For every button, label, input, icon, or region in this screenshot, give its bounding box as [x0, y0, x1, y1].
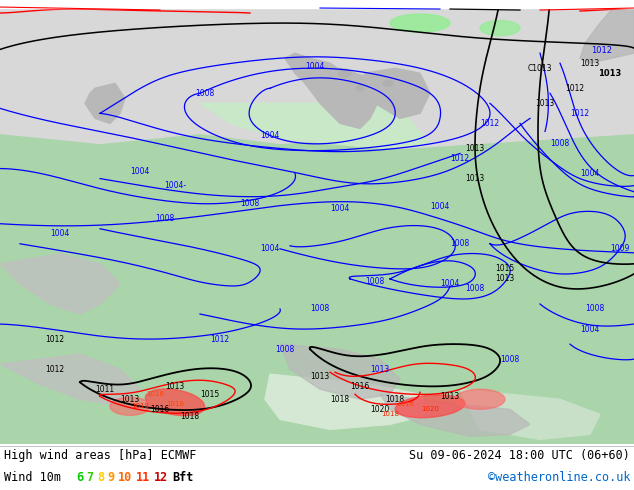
Text: 1008: 1008 [585, 304, 605, 314]
Text: 1012: 1012 [481, 119, 500, 128]
Text: 1015: 1015 [495, 265, 515, 273]
Text: 1008: 1008 [550, 139, 569, 148]
Ellipse shape [110, 397, 150, 416]
Ellipse shape [395, 395, 465, 417]
Text: 1020: 1020 [421, 406, 439, 412]
Text: 1013: 1013 [311, 372, 330, 381]
Text: 1008: 1008 [500, 355, 520, 364]
Polygon shape [305, 68, 380, 128]
Bar [0, 0, 634, 8]
Text: 9: 9 [108, 470, 115, 484]
Text: 1013: 1013 [535, 99, 555, 108]
Ellipse shape [145, 389, 205, 416]
Text: 1018: 1018 [166, 401, 184, 407]
Text: 1018: 1018 [181, 412, 200, 421]
Text: 11: 11 [136, 470, 150, 484]
Text: 1004: 1004 [430, 202, 450, 211]
Polygon shape [0, 254, 120, 314]
Text: 1004: 1004 [261, 245, 280, 253]
Text: 1008: 1008 [275, 344, 295, 354]
Text: 1018: 1018 [131, 403, 149, 409]
Text: 1008: 1008 [155, 214, 174, 223]
Polygon shape [460, 389, 600, 440]
Text: 1018: 1018 [385, 395, 404, 404]
Text: 1008: 1008 [195, 89, 215, 98]
Text: 1013: 1013 [120, 395, 139, 404]
Polygon shape [280, 344, 400, 399]
Text: 1008: 1008 [465, 284, 484, 294]
Text: 1011: 1011 [96, 385, 115, 394]
Polygon shape [380, 394, 530, 437]
Text: 1018: 1018 [381, 411, 399, 417]
Polygon shape [580, 0, 634, 63]
Text: 1016: 1016 [351, 382, 370, 391]
Text: 12: 12 [154, 470, 168, 484]
Text: C1013: C1013 [527, 64, 552, 73]
Text: 1013: 1013 [598, 69, 621, 78]
Text: 1016: 1016 [396, 401, 414, 407]
Text: 1013: 1013 [495, 274, 515, 283]
Text: 1004: 1004 [131, 167, 150, 176]
Polygon shape [265, 374, 430, 429]
Ellipse shape [455, 389, 505, 409]
Text: 1012: 1012 [46, 365, 65, 374]
Text: 1004: 1004 [330, 204, 350, 213]
Text: 1004: 1004 [50, 229, 70, 238]
Text: 1004-: 1004- [164, 181, 186, 190]
Text: 1018: 1018 [330, 395, 349, 404]
Polygon shape [360, 68, 430, 119]
Text: 1016: 1016 [146, 392, 164, 397]
Polygon shape [0, 354, 140, 404]
Text: 1012: 1012 [592, 46, 612, 55]
Text: 1015: 1015 [200, 390, 219, 399]
Text: 1009: 1009 [611, 245, 630, 253]
Ellipse shape [339, 69, 351, 77]
Text: 1012: 1012 [566, 84, 585, 93]
Polygon shape [0, 0, 634, 148]
Text: 1008: 1008 [311, 304, 330, 314]
Text: 1013: 1013 [165, 382, 184, 391]
Text: 1012: 1012 [571, 109, 590, 118]
Text: ©weatheronline.co.uk: ©weatheronline.co.uk [488, 470, 630, 484]
Text: 1012: 1012 [46, 335, 65, 343]
Text: 1012: 1012 [210, 335, 230, 343]
Text: 1012: 1012 [450, 154, 470, 163]
Text: 7: 7 [86, 470, 94, 484]
Ellipse shape [480, 21, 520, 36]
Text: 1013: 1013 [465, 144, 484, 153]
Text: 1008: 1008 [365, 277, 385, 287]
Text: 1013: 1013 [465, 174, 484, 183]
Polygon shape [200, 103, 430, 148]
Text: 1004: 1004 [306, 62, 325, 71]
Text: Wind 10m: Wind 10m [4, 470, 61, 484]
Ellipse shape [356, 86, 364, 91]
Text: 1004: 1004 [261, 131, 280, 140]
Text: 10: 10 [118, 470, 133, 484]
Ellipse shape [383, 80, 393, 86]
Polygon shape [85, 83, 125, 123]
Text: Bft: Bft [172, 470, 193, 484]
Text: 1013: 1013 [580, 59, 600, 68]
Text: 1016: 1016 [150, 405, 170, 414]
Text: 1004: 1004 [440, 279, 460, 289]
Text: Su 09-06-2024 18:00 UTC (06+60): Su 09-06-2024 18:00 UTC (06+60) [409, 449, 630, 462]
Text: 1008: 1008 [240, 199, 260, 208]
Polygon shape [285, 53, 355, 108]
Text: 1004: 1004 [580, 169, 600, 178]
Text: 6: 6 [76, 470, 83, 484]
Text: 1013: 1013 [370, 365, 390, 374]
Text: 8: 8 [97, 470, 104, 484]
Ellipse shape [390, 14, 450, 32]
Text: 1004: 1004 [580, 324, 600, 334]
Text: 1008: 1008 [450, 239, 470, 248]
Text: 1013: 1013 [441, 392, 460, 401]
Text: 1020: 1020 [370, 405, 390, 414]
Text: High wind areas [hPa] ECMWF: High wind areas [hPa] ECMWF [4, 449, 197, 462]
